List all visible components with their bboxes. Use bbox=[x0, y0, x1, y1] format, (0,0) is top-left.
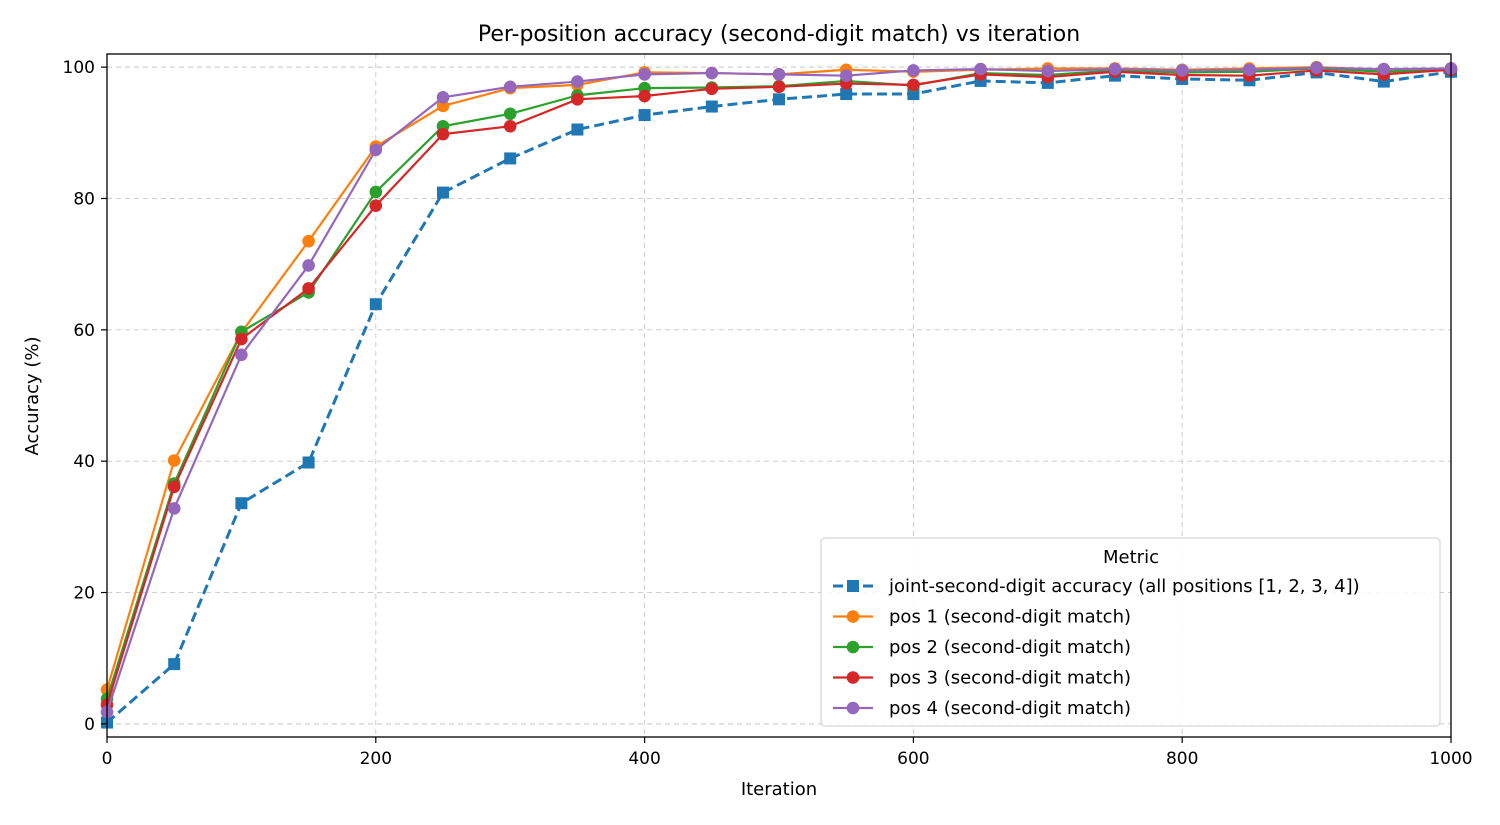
data-point bbox=[705, 100, 718, 113]
y-tick-label: 60 bbox=[73, 321, 95, 341]
data-point bbox=[1175, 64, 1189, 77]
data-point bbox=[705, 82, 719, 96]
y-tick-label: 100 bbox=[63, 58, 95, 78]
data-point bbox=[772, 80, 786, 94]
legend-title: Metric bbox=[1103, 547, 1159, 568]
y-tick-label: 20 bbox=[73, 584, 95, 604]
x-axis-title: Iteration bbox=[741, 779, 817, 800]
data-point bbox=[571, 93, 584, 106]
data-point bbox=[302, 259, 315, 272]
data-point bbox=[1243, 63, 1256, 77]
x-tick-label: 800 bbox=[1166, 749, 1198, 769]
x-tick-label: 400 bbox=[628, 749, 660, 769]
data-point bbox=[437, 186, 449, 199]
data-point bbox=[840, 88, 853, 101]
y-tick-label: 40 bbox=[73, 452, 95, 472]
data-point bbox=[638, 109, 651, 122]
plot-frame bbox=[106, 53, 1452, 738]
data-point bbox=[369, 298, 382, 311]
data-point bbox=[167, 454, 181, 467]
data-point bbox=[436, 127, 450, 141]
legend-label: pos 4 (second-digit match) bbox=[889, 698, 1131, 719]
legend: Metric joint-second-digit accuracy (all … bbox=[820, 537, 1441, 727]
legend-swatch-marker bbox=[846, 671, 860, 684]
data-point bbox=[168, 658, 181, 671]
chart-title: Per-position accuracy (second-digit matc… bbox=[478, 22, 1080, 47]
data-point bbox=[638, 89, 651, 103]
series-5 bbox=[100, 61, 1458, 719]
legend-label: pos 2 (second-digit match) bbox=[889, 637, 1131, 658]
data-point bbox=[839, 69, 853, 82]
data-point bbox=[1377, 62, 1391, 76]
data-point bbox=[974, 62, 987, 76]
data-point bbox=[436, 91, 450, 104]
legend-label: pos 1 (second-digit match) bbox=[889, 607, 1131, 628]
data-point bbox=[1310, 61, 1323, 75]
data-point bbox=[235, 348, 248, 362]
data-point bbox=[504, 152, 517, 165]
legend-swatch-marker bbox=[846, 610, 860, 623]
data-point bbox=[638, 68, 651, 81]
data-point bbox=[302, 456, 315, 469]
data-point bbox=[369, 143, 383, 157]
data-point bbox=[167, 480, 181, 494]
data-point bbox=[571, 75, 584, 88]
data-point bbox=[907, 64, 920, 77]
x-tick-label: 600 bbox=[897, 749, 929, 769]
data-point bbox=[369, 185, 383, 199]
data-point bbox=[772, 68, 786, 81]
data-point bbox=[503, 119, 517, 133]
x-tick-label: 0 bbox=[102, 749, 113, 769]
data-point bbox=[235, 497, 248, 510]
data-point bbox=[571, 123, 584, 136]
legend-box bbox=[820, 537, 1441, 727]
data-point bbox=[1108, 62, 1122, 76]
legend-label: pos 3 (second-digit match) bbox=[889, 668, 1131, 689]
legend-label: joint-second-digit accuracy (all positio… bbox=[888, 576, 1360, 597]
x-tick-label: 1000 bbox=[1429, 749, 1472, 769]
data-point bbox=[773, 93, 785, 106]
data-point bbox=[503, 107, 517, 121]
data-point bbox=[302, 282, 315, 295]
axes: 0 200 400 600 800 1000 0 20 40 60 80 100 bbox=[63, 58, 1473, 769]
series-layer bbox=[100, 60, 1458, 729]
data-point bbox=[369, 199, 383, 213]
data-point bbox=[705, 66, 719, 80]
y-tick-label: 0 bbox=[84, 715, 95, 735]
y-axis-title: Accuracy (%) bbox=[22, 336, 43, 455]
legend-swatch-marker bbox=[846, 640, 860, 654]
data-point bbox=[302, 234, 315, 248]
data-point bbox=[1041, 64, 1055, 78]
x-tick-label: 200 bbox=[360, 749, 392, 769]
legend-swatch-marker bbox=[847, 580, 859, 592]
data-point bbox=[503, 80, 517, 94]
data-point bbox=[235, 332, 248, 346]
data-point bbox=[167, 502, 181, 515]
legend-swatch-marker bbox=[846, 701, 860, 715]
y-tick-label: 80 bbox=[73, 189, 95, 209]
data-point bbox=[907, 78, 920, 92]
